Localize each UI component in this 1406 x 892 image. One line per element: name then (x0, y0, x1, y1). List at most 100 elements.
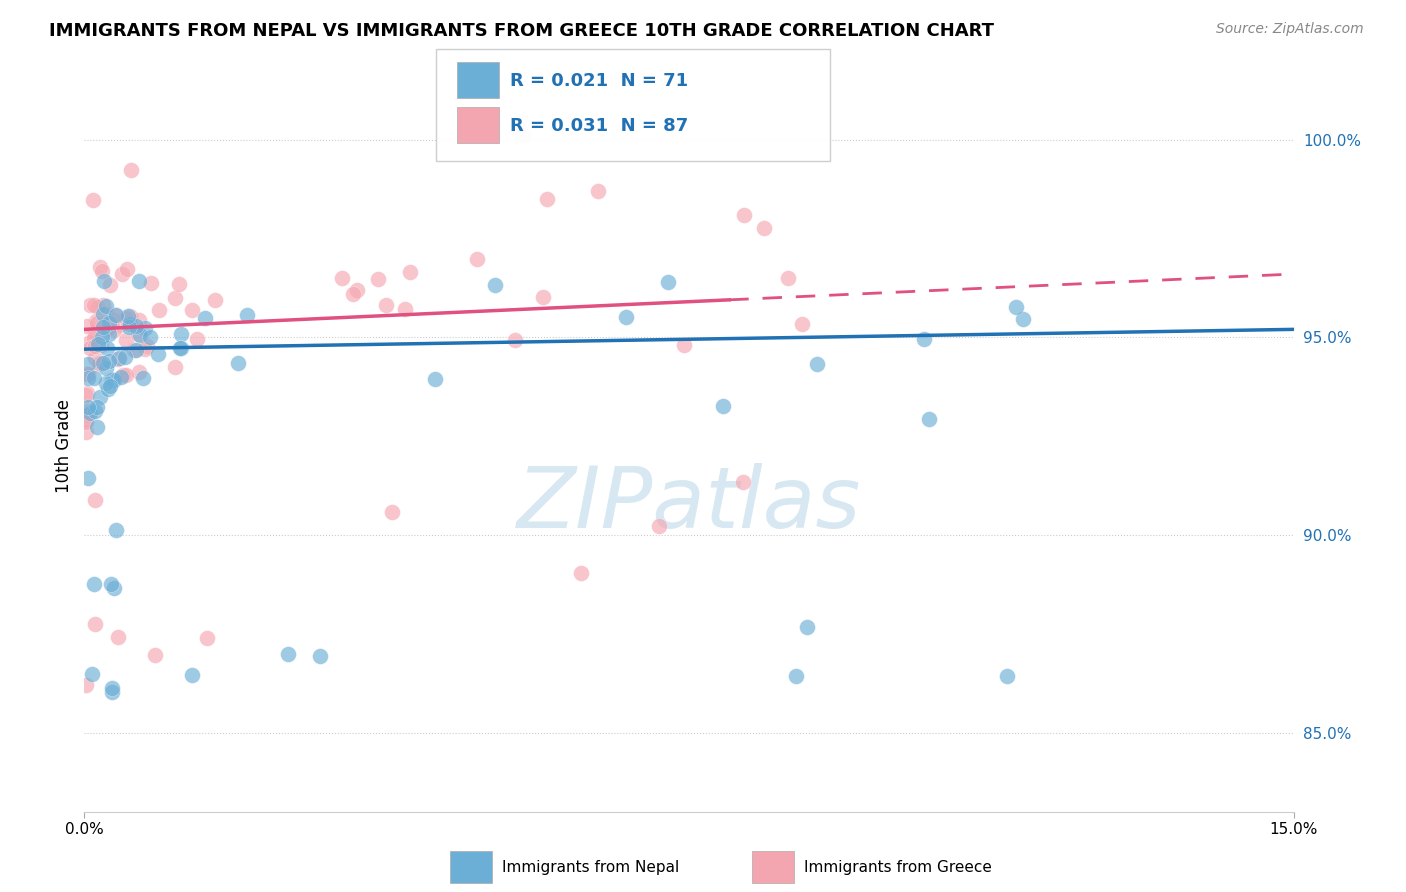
Point (134, 320, 156, 334)
Point (76, 386, 98, 401)
Point (128, 274, 150, 288)
Point (101, 373, 124, 387)
Point (342, 286, 364, 301)
Point (84, 338, 107, 352)
Point (90, 330, 112, 344)
Point (380, 505, 402, 519)
Point (235, 309, 257, 323)
Point (110, 268, 132, 282)
Point (114, 350, 136, 364)
Point (673, 338, 696, 352)
Point (785, 669, 807, 683)
Point (165, 360, 187, 375)
Point (754, 221, 776, 235)
Point (125, 343, 148, 357)
Point (89, 357, 111, 371)
Point (75, 388, 97, 402)
Point (97, 322, 120, 336)
Point (127, 326, 149, 341)
Point (118, 310, 141, 324)
Point (96, 376, 118, 391)
Point (146, 347, 169, 361)
Point (107, 351, 129, 365)
Point (97, 354, 120, 368)
Point (91, 298, 114, 312)
Point (87, 300, 110, 314)
Point (531, 290, 554, 304)
Point (115, 368, 138, 382)
Point (94, 299, 117, 313)
Point (98, 379, 121, 393)
Point (83, 576, 105, 591)
Point (76, 404, 98, 418)
Text: R = 0.021  N = 71: R = 0.021 N = 71 (510, 72, 689, 90)
Point (181, 303, 204, 318)
Point (100, 577, 122, 591)
Point (103, 373, 125, 387)
Point (394, 301, 416, 316)
Point (83, 616, 105, 631)
Point (77, 400, 100, 414)
Point (186, 332, 208, 346)
Point (790, 317, 813, 331)
Point (77, 471, 100, 485)
Point (226, 356, 249, 370)
Point (83, 331, 105, 345)
Point (181, 667, 204, 681)
Point (423, 372, 446, 386)
Point (101, 685, 124, 699)
Point (82, 667, 104, 681)
Point (367, 272, 389, 286)
Point (79, 406, 101, 420)
Point (75, 416, 97, 430)
Point (103, 581, 125, 595)
Point (103, 323, 125, 337)
Text: Source: ZipAtlas.com: Source: ZipAtlas.com (1216, 22, 1364, 37)
Point (398, 265, 420, 279)
Point (94, 360, 117, 375)
Point (75, 425, 97, 440)
Point (110, 370, 132, 384)
Point (148, 303, 170, 318)
Point (711, 399, 734, 413)
Point (122, 343, 145, 357)
Point (120, 317, 142, 331)
Point (484, 278, 506, 293)
Point (79, 342, 101, 356)
Point (806, 357, 828, 371)
Point (97, 316, 120, 330)
Point (83, 370, 105, 384)
Point (731, 475, 754, 489)
Point (614, 310, 637, 324)
Point (77, 357, 100, 371)
Point (169, 341, 191, 355)
Point (129, 328, 152, 343)
Text: IMMIGRANTS FROM NEPAL VS IMMIGRANTS FROM GREECE 10TH GRADE CORRELATION CHART: IMMIGRANTS FROM NEPAL VS IMMIGRANTS FROM… (49, 22, 994, 40)
Point (194, 311, 217, 326)
Point (98, 326, 121, 341)
Point (83, 351, 105, 365)
Point (117, 262, 139, 277)
Point (118, 319, 141, 334)
Point (110, 318, 132, 332)
Point (107, 352, 129, 367)
Point (120, 163, 142, 178)
Point (84, 314, 107, 328)
Point (89, 390, 111, 404)
Text: Immigrants from Greece: Immigrants from Greece (804, 860, 993, 874)
Point (76, 319, 98, 334)
Point (107, 630, 129, 644)
Point (75, 413, 97, 427)
Point (75, 678, 97, 692)
Point (114, 311, 136, 326)
Point (114, 333, 136, 347)
Text: ZIPatlas: ZIPatlas (517, 463, 860, 546)
Point (98, 278, 121, 293)
Point (83, 298, 105, 312)
Point (82, 193, 104, 207)
Point (277, 647, 299, 661)
Point (91, 320, 114, 334)
Point (91, 355, 114, 369)
Point (128, 312, 150, 326)
Point (96, 319, 118, 334)
